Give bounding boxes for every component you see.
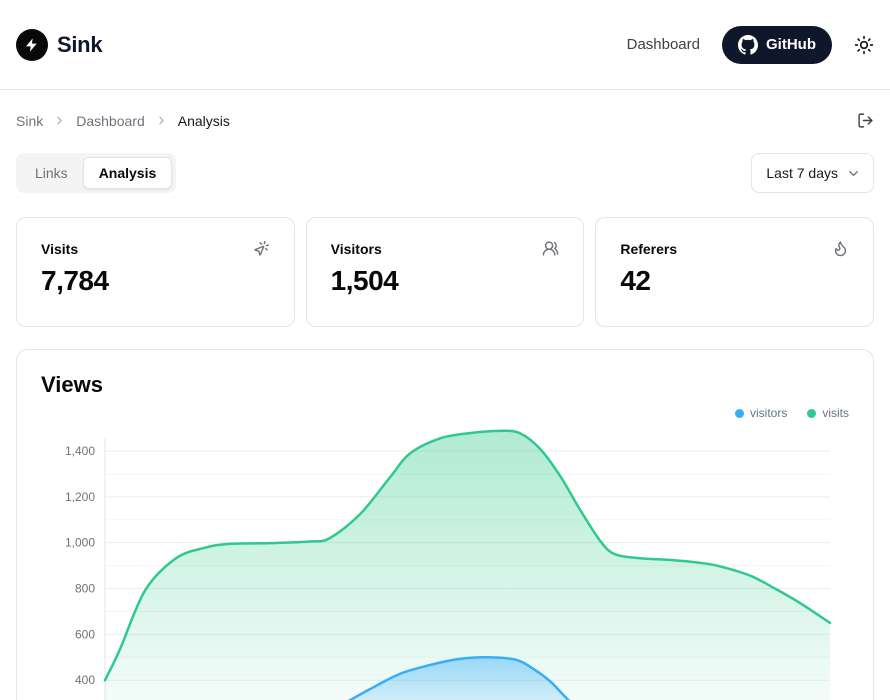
breadcrumb-item-dashboard[interactable]: Dashboard xyxy=(76,112,145,129)
github-icon xyxy=(738,34,758,55)
breadcrumb: Sink Dashboard Analysis xyxy=(16,113,230,129)
breadcrumb-row: Sink Dashboard Analysis xyxy=(0,112,890,129)
visitors-area xyxy=(350,657,569,700)
y-axis-tick-label: 1,400 xyxy=(65,444,95,458)
stat-label: Visitors xyxy=(330,240,382,257)
legend-label: visitors xyxy=(749,406,788,420)
stats-row: Visits 7,784 Visitors 1,504 Referers xyxy=(0,217,890,327)
visits-dot-icon xyxy=(807,408,817,418)
breadcrumb-item-analysis: Analysis xyxy=(177,112,230,129)
chart-legend: visitors visits xyxy=(41,406,849,420)
brand-name: Sink xyxy=(57,31,103,57)
top-nav: Dashboard GitHub xyxy=(626,25,874,64)
github-button[interactable]: GitHub xyxy=(722,25,832,64)
tab-links[interactable]: Links xyxy=(20,157,83,189)
stat-value: 1,504 xyxy=(330,265,399,296)
mouse-pointer-click-icon xyxy=(253,240,270,257)
visits-line xyxy=(103,429,832,682)
tab-analysis[interactable]: Analysis xyxy=(82,157,173,189)
top-header: Sink Dashboard GitHub xyxy=(0,0,890,90)
chevron-right-icon xyxy=(155,114,168,127)
stat-label: Referers xyxy=(620,240,678,257)
controls-row: Links Analysis Last 7 days xyxy=(0,153,890,193)
flame-icon xyxy=(832,240,849,257)
views-chart-card: Views visitors visits 400 600 800 1,000 1,20… xyxy=(16,349,874,700)
chart-title: Views xyxy=(41,372,103,397)
breadcrumb-item-sink[interactable]: Sink xyxy=(16,112,44,129)
y-axis-tick-label: 400 xyxy=(75,673,95,687)
visits-area xyxy=(105,430,830,700)
brand[interactable]: Sink xyxy=(16,28,103,61)
legend-label: visits xyxy=(822,406,849,420)
legend-item-visitors[interactable]: visitors xyxy=(734,406,788,420)
stat-card-visitors: Visitors 1,504 xyxy=(305,217,585,327)
visitors-dot-icon xyxy=(734,408,744,418)
stat-card-visits: Visits 7,784 xyxy=(16,217,295,327)
stat-value: 7,784 xyxy=(41,265,109,296)
stat-value: 42 xyxy=(620,265,651,296)
chevron-down-icon xyxy=(846,166,861,181)
y-axis-tick-label: 1,000 xyxy=(65,536,95,550)
chevron-right-icon xyxy=(53,114,66,127)
theme-toggle-button[interactable] xyxy=(854,35,874,55)
users-icon xyxy=(542,240,559,257)
sun-icon xyxy=(854,35,874,55)
github-button-label: GitHub xyxy=(766,36,816,53)
y-axis-tick-label: 800 xyxy=(75,582,95,596)
logout-button[interactable] xyxy=(857,112,874,129)
date-range-value: Last 7 days xyxy=(766,165,838,181)
y-axis-tick-label: 1,200 xyxy=(65,490,95,504)
legend-item-visits[interactable]: visits xyxy=(807,406,849,420)
date-range-select[interactable]: Last 7 days xyxy=(751,153,874,193)
y-axis-tick-label: 600 xyxy=(75,627,95,641)
visitors-line xyxy=(347,656,571,700)
area-chart-svg: 400 600 800 1,000 1,200 1,400 xyxy=(65,429,832,700)
tabs: Links Analysis xyxy=(16,153,177,193)
stat-label: Visits xyxy=(41,240,79,257)
nav-dashboard-link[interactable]: Dashboard xyxy=(626,36,700,53)
brand-logo xyxy=(16,28,48,61)
stat-card-referers: Referers 42 xyxy=(595,217,874,327)
zap-icon xyxy=(24,37,40,53)
logout-icon xyxy=(857,112,874,129)
area-chart: 400 600 800 1,000 1,200 1,400 xyxy=(41,428,849,700)
